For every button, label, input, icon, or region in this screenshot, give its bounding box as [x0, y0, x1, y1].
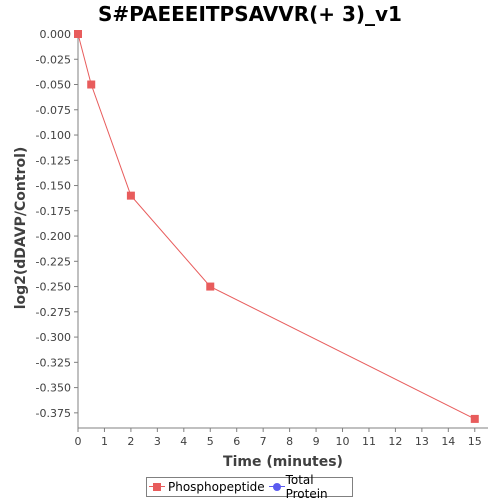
x-tick-label: 12 — [388, 435, 402, 448]
data-point — [74, 30, 82, 38]
y-tick-label: -0.225 — [36, 255, 71, 268]
y-tick-label: -0.275 — [36, 306, 71, 319]
data-point — [87, 80, 96, 89]
legend-label-total-protein: Total Protein — [285, 473, 328, 501]
x-tick-label: 5 — [207, 435, 214, 448]
x-tick-label: 9 — [313, 435, 320, 448]
series-line-phosphopeptide — [77, 33, 475, 420]
legend-entry-total-protein: Total Protein — [268, 473, 350, 501]
x-tick-label: 7 — [260, 435, 267, 448]
legend-circle-marker-icon — [268, 482, 285, 492]
x-tick-label: 6 — [233, 435, 240, 448]
x-tick-label: 1 — [101, 435, 108, 448]
x-tick-label: 13 — [415, 435, 429, 448]
x-axis-label: Time (minutes) — [223, 454, 343, 470]
x-tick-label: 15 — [468, 435, 482, 448]
y-tick-label: -0.025 — [36, 53, 71, 66]
y-tick-label: -0.075 — [36, 104, 71, 117]
y-tick-label: -0.050 — [36, 79, 71, 92]
data-point — [470, 414, 479, 423]
x-tick-label: 11 — [362, 435, 376, 448]
legend-entry-phosphopeptide: Phosphopeptide — [149, 480, 265, 494]
x-tick-label: 2 — [127, 435, 134, 448]
data-point — [206, 282, 215, 291]
y-tick-label: -0.375 — [36, 407, 71, 420]
y-tick-label: -0.325 — [36, 356, 71, 369]
x-tick-label: 4 — [180, 435, 187, 448]
legend-label-phosphopeptide: Phosphopeptide — [168, 480, 265, 494]
y-tick-label: -0.150 — [36, 180, 71, 193]
x-tick-label: 8 — [286, 435, 293, 448]
y-axis-label: log2(dDAVP/Control) — [13, 147, 29, 310]
y-tick-label: -0.175 — [36, 205, 71, 218]
x-tick-label: 3 — [154, 435, 161, 448]
y-tick-label: -0.125 — [36, 154, 71, 167]
legend-square-marker-icon — [149, 482, 165, 492]
y-tick-label: -0.300 — [36, 331, 71, 344]
y-tick-label: 0.000 — [40, 28, 72, 41]
chart-legend: Phosphopeptide Total Protein — [146, 473, 353, 501]
x-tick-label: 10 — [336, 435, 350, 448]
y-tick-label: -0.350 — [36, 382, 71, 395]
chart-title: S#PAEEEITPSAVVR(+ 3)_v1 — [98, 2, 402, 26]
x-tick-label: 0 — [75, 435, 82, 448]
data-point — [126, 191, 135, 200]
x-tick-label: 14 — [441, 435, 455, 448]
y-tick-label: -0.200 — [36, 230, 71, 243]
y-tick-label: -0.250 — [36, 281, 71, 294]
y-tick-label: -0.100 — [36, 129, 71, 142]
